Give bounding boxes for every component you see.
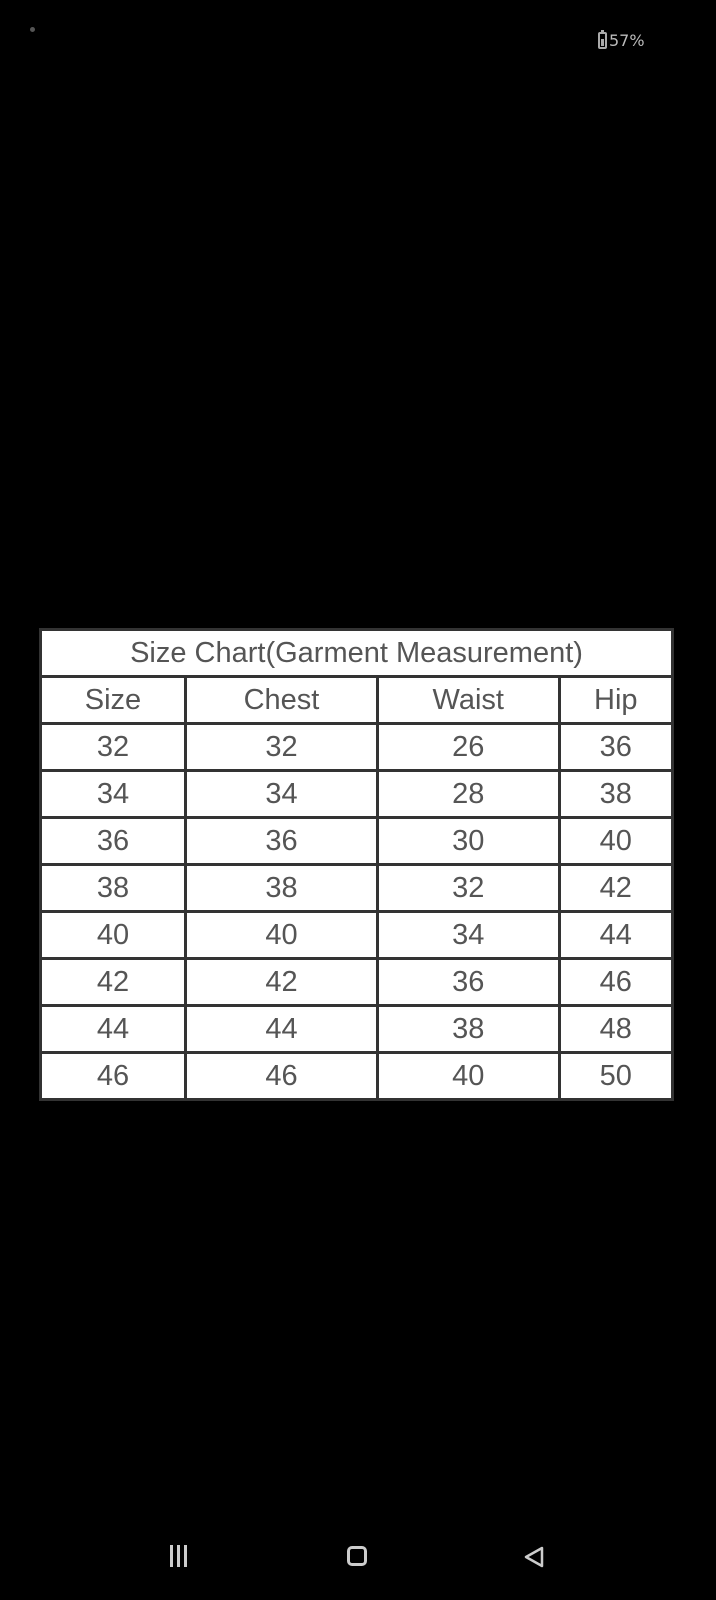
table-row: 36 36 30 40 (39, 816, 675, 866)
battery-indicator: 57% (598, 30, 645, 50)
table-cell: 36 (39, 816, 187, 866)
table-cell: 50 (557, 1051, 675, 1101)
table-row: 34 34 28 38 (39, 769, 675, 819)
table-cell: 40 (39, 910, 187, 960)
table-row: 44 44 38 48 (39, 1004, 675, 1054)
table-cell: 32 (376, 863, 561, 913)
table-cell: 36 (557, 722, 675, 772)
table-cell: 34 (376, 910, 561, 960)
table-cell: 38 (557, 769, 675, 819)
table-cell: 40 (183, 910, 380, 960)
table-cell: 42 (39, 957, 187, 1007)
table-cell: 46 (39, 1051, 187, 1101)
notification-dot (30, 27, 35, 32)
table-cell: 46 (183, 1051, 380, 1101)
table-cell: 36 (183, 816, 380, 866)
table-cell: 28 (376, 769, 561, 819)
table-cell: 36 (376, 957, 561, 1007)
table-cell: 34 (183, 769, 380, 819)
table-cell: 44 (39, 1004, 187, 1054)
table-cell: 46 (557, 957, 675, 1007)
table-cell: 40 (557, 816, 675, 866)
table-cell: 40 (376, 1051, 561, 1101)
header-hip: Hip (557, 675, 675, 725)
table-cell: 48 (557, 1004, 675, 1054)
table-cell: 42 (557, 863, 675, 913)
header-row: Size Chest Waist Hip (39, 675, 675, 725)
size-chart-table: Size Chart(Garment Measurement) Size Che… (39, 628, 675, 1101)
table-cell: 38 (39, 863, 187, 913)
battery-percent: 57% (609, 31, 645, 50)
table-cell: 34 (39, 769, 187, 819)
header-chest: Chest (183, 675, 380, 725)
table-title: Size Chart(Garment Measurement) (39, 628, 674, 678)
table-row: 46 46 40 50 (39, 1051, 675, 1101)
header-size: Size (39, 675, 187, 725)
back-icon (524, 1546, 544, 1568)
table-row: 32 32 26 36 (39, 722, 675, 772)
table-row: 40 40 34 44 (39, 910, 675, 960)
table-cell: 32 (39, 722, 187, 772)
home-button[interactable] (347, 1546, 367, 1566)
recent-apps-icon (170, 1545, 173, 1567)
table-row: 42 42 36 46 (39, 957, 675, 1007)
table-row: 38 38 32 42 (39, 863, 675, 913)
table-cell: 38 (376, 1004, 561, 1054)
header-waist: Waist (376, 675, 561, 725)
battery-icon (598, 30, 607, 49)
table-cell: 32 (183, 722, 380, 772)
table-cell: 42 (183, 957, 380, 1007)
table-cell: 38 (183, 863, 380, 913)
table-cell: 44 (557, 910, 675, 960)
recent-apps-button[interactable] (170, 1545, 190, 1575)
table-cell: 44 (183, 1004, 380, 1054)
table-cell: 30 (376, 816, 561, 866)
table-cell: 26 (376, 722, 561, 772)
